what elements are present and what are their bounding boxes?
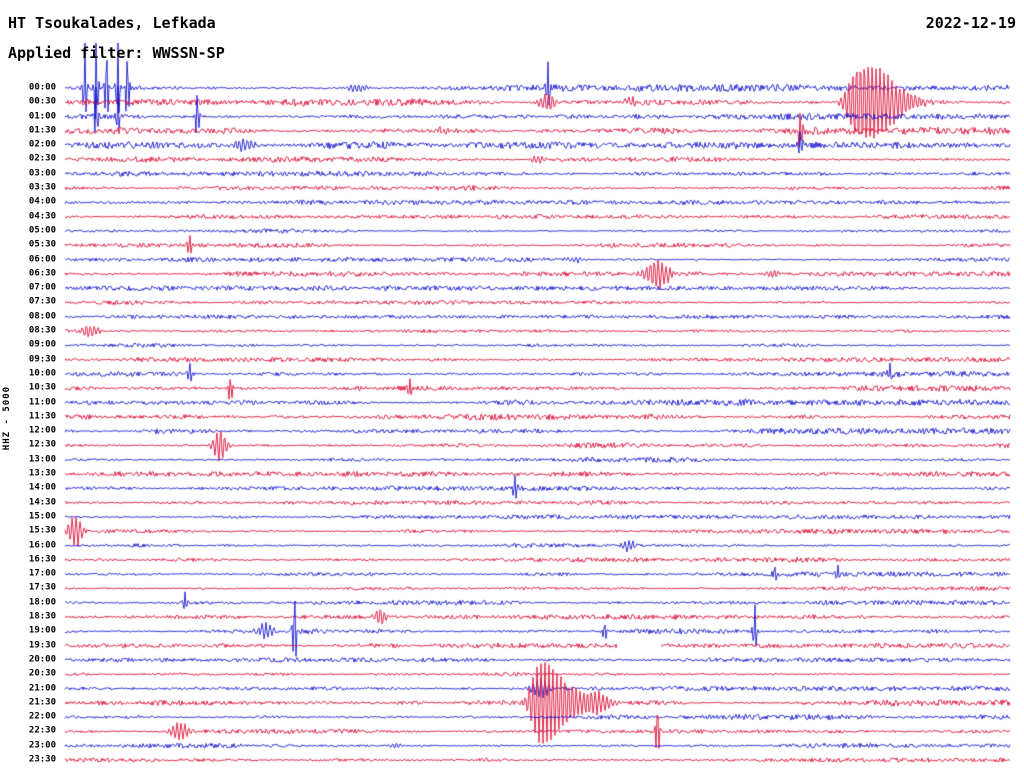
time-label: 00:00 (28, 82, 56, 93)
time-label: 20:00 (28, 654, 56, 665)
time-label: 09:30 (28, 354, 56, 365)
time-label: 05:00 (28, 225, 56, 236)
applied-filter-label: Applied filter: WWSSN-SP (8, 44, 225, 62)
time-label: 13:30 (28, 468, 56, 479)
time-label: 02:00 (28, 139, 56, 150)
time-label: 12:00 (28, 425, 56, 436)
time-label: 03:30 (28, 182, 56, 193)
time-label-column: 00:00 00:30 01:00 01:30 02:00 02:30 03:00 03:30… (0, 0, 60, 780)
time-label: 21:00 (28, 683, 56, 693)
time-label: 20:30 (28, 668, 56, 679)
time-label: 08:00 (28, 311, 56, 322)
time-label: 16:00 (28, 540, 56, 551)
time-label: 22:30 (28, 725, 56, 736)
time-label: 21:30 (28, 697, 56, 708)
time-label: 16:30 (28, 554, 56, 565)
time-label: 06:30 (28, 268, 56, 279)
station-title: HT Tsoukalades, Lefkada (8, 14, 216, 32)
time-label: 10:30 (28, 382, 56, 393)
time-label: 23:30 (28, 754, 56, 765)
time-label: 03:00 (28, 168, 56, 179)
time-label: 06:00 (28, 254, 56, 265)
time-label: 04:30 (28, 211, 56, 222)
time-label: 11:30 (28, 411, 56, 422)
time-label: 05:30 (28, 239, 56, 250)
time-label: 14:30 (28, 497, 56, 508)
time-label: 09:00 (28, 339, 56, 350)
time-label: 15:30 (28, 525, 56, 536)
time-label: 01:00 (28, 111, 56, 122)
time-label: 12:30 (28, 439, 56, 450)
time-label: 02:30 (28, 153, 56, 164)
time-label: 04:00 (28, 196, 56, 207)
record-date: 2022-12-19 (925, 14, 1016, 32)
time-label: 10:00 (28, 368, 56, 379)
time-label: 14:00 (28, 482, 56, 493)
time-label: 23:00 (28, 740, 56, 751)
time-label: 07:00 (28, 282, 56, 293)
time-label: 17:00 (28, 568, 56, 579)
time-label: 01:30 (28, 125, 56, 136)
time-label: 22:00 (28, 711, 56, 722)
time-label: 18:30 (28, 611, 56, 622)
time-label: 18:00 (28, 597, 56, 608)
time-label: 17:30 (28, 582, 56, 593)
time-label: 15:00 (28, 511, 56, 522)
time-label: 19:00 (28, 625, 56, 636)
time-label: 11:00 (28, 397, 56, 408)
time-label: 00:30 (28, 96, 56, 107)
time-label: 19:30 (28, 640, 56, 651)
time-label: 08:30 (28, 325, 56, 336)
time-label: 07:30 (28, 296, 56, 307)
time-label: 13:00 (28, 454, 56, 465)
